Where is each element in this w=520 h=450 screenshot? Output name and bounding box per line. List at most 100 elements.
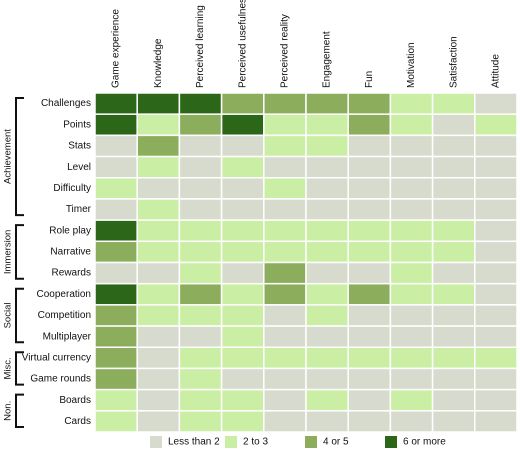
legend-label: Less than 2	[168, 437, 220, 448]
heatmap-cell	[431, 282, 476, 306]
row-label: Stats	[68, 141, 91, 152]
heatmap-cell	[263, 240, 307, 264]
heatmap-cell	[220, 155, 265, 179]
heatmap-cell	[347, 410, 392, 433]
heatmap-cell	[178, 219, 223, 243]
heatmap-cell	[136, 325, 181, 348]
heatmap-cell	[431, 155, 476, 179]
heatmap-cell	[263, 282, 307, 306]
heatmap-cell	[178, 177, 223, 200]
heatmap-cell	[94, 240, 138, 264]
heatmap-cell	[305, 410, 349, 433]
heatmap-cell	[389, 325, 434, 348]
heatmap-cell	[474, 388, 518, 412]
heatmap-cell	[136, 304, 181, 327]
heatmap-cell	[94, 367, 138, 391]
heatmap-cell	[474, 240, 518, 264]
heatmap-cell	[220, 261, 265, 285]
heatmap-cell	[305, 155, 349, 179]
heatmap-cell	[263, 198, 307, 221]
column-label: Perceived learning	[195, 5, 206, 88]
heatmap-cell	[474, 304, 518, 327]
legend-swatch	[150, 436, 162, 448]
heatmap-cell	[431, 92, 476, 115]
heatmap-cell	[347, 325, 392, 348]
heatmap-cell	[431, 346, 476, 370]
heatmap-cell	[347, 346, 392, 370]
column-label: Knowledge	[153, 38, 164, 88]
heatmap-cell	[347, 219, 392, 243]
column-label: Motivation	[406, 42, 417, 88]
heatmap-cell	[178, 240, 223, 264]
heatmap-cell	[136, 261, 181, 285]
heatmap-cell	[347, 155, 392, 179]
group-bracket	[15, 97, 24, 217]
heatmap-cell	[305, 177, 349, 200]
heatmap-cell	[431, 177, 476, 200]
heatmap-cell	[347, 304, 392, 327]
legend-label: 2 to 3	[243, 437, 268, 448]
heatmap-cell	[474, 367, 518, 391]
heatmap-cell	[347, 113, 392, 137]
heatmap-cell	[474, 325, 518, 348]
heatmap-cell	[220, 177, 265, 200]
heatmap-cell	[220, 367, 265, 391]
heatmap-cell	[263, 346, 307, 370]
heatmap-cell	[305, 240, 349, 264]
heatmap-cell	[431, 134, 476, 158]
column-label: Satisfaction	[448, 36, 459, 88]
heatmap-cell	[305, 282, 349, 306]
heatmap-cell	[389, 219, 434, 243]
heatmap-cell	[474, 219, 518, 243]
column-label: Game experience	[111, 9, 122, 88]
heatmap-cell	[94, 113, 138, 137]
row-label: Cards	[64, 416, 91, 427]
heatmap-cell	[474, 92, 518, 115]
heatmap-cell	[474, 113, 518, 137]
group-bracket	[15, 393, 24, 428]
heatmap-cell	[389, 113, 434, 137]
column-label: Perceived usefulness	[237, 0, 248, 88]
heatmap-cell	[263, 410, 307, 433]
heatmap-cell	[178, 198, 223, 221]
heatmap-cell	[94, 92, 138, 115]
heatmap-cell	[431, 240, 476, 264]
heatmap-cell	[220, 92, 265, 115]
heatmap-cell	[474, 134, 518, 158]
heatmap-cell	[305, 198, 349, 221]
group-bracket	[15, 287, 24, 344]
group-bracket	[15, 224, 24, 280]
heatmap-cell	[431, 388, 476, 412]
heatmap-cell	[94, 325, 138, 348]
heatmap-cell	[263, 304, 307, 327]
heatmap-cell	[474, 177, 518, 200]
group-bracket	[15, 351, 24, 386]
heatmap-cell	[431, 325, 476, 348]
heatmap-cell	[263, 134, 307, 158]
heatmap-cell	[347, 92, 392, 115]
heatmap-cell	[474, 282, 518, 306]
heatmap-cell	[94, 177, 138, 200]
group-label: Achievement	[3, 129, 14, 184]
heatmap-cell	[136, 388, 181, 412]
heatmap-cell	[136, 282, 181, 306]
heatmap-cell	[305, 92, 349, 115]
heatmap-cell	[347, 282, 392, 306]
heatmap-cell	[389, 388, 434, 412]
heatmap-cell	[431, 261, 476, 285]
heatmap-cell	[220, 410, 265, 433]
heatmap-cell	[431, 304, 476, 327]
heatmap-cell	[305, 346, 349, 370]
heatmap-cell	[178, 113, 223, 137]
heatmap-cell	[178, 282, 223, 306]
row-label: Points	[63, 119, 91, 130]
heatmap-cell	[389, 155, 434, 179]
heatmap-cell	[263, 261, 307, 285]
row-label: Cooperation	[37, 289, 91, 300]
row-label: Timer	[66, 204, 92, 215]
heatmap-cell	[263, 325, 307, 348]
row-label: Virtual currency	[22, 352, 91, 363]
heatmap-cell	[263, 155, 307, 179]
heatmap-cell	[474, 346, 518, 370]
